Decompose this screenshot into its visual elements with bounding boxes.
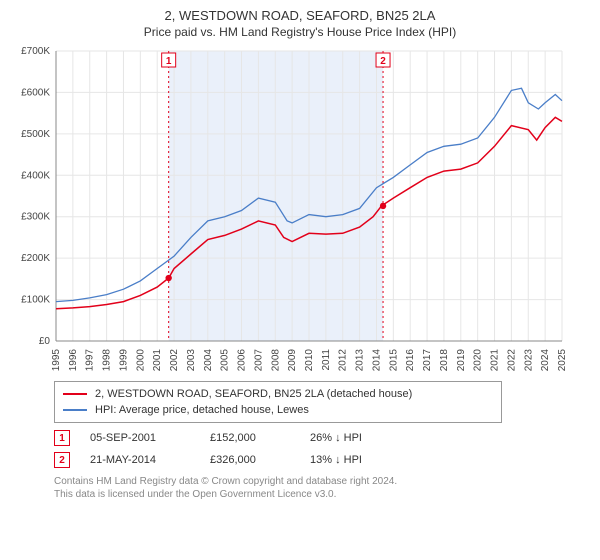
svg-text:£500K: £500K (21, 129, 50, 140)
svg-text:2005: 2005 (220, 349, 231, 372)
sale-date-1: 05-SEP-2001 (90, 432, 210, 444)
page-title: 2, WESTDOWN ROAD, SEAFORD, BN25 2LA (10, 8, 590, 23)
svg-text:2021: 2021 (490, 349, 501, 372)
svg-text:2010: 2010 (304, 349, 315, 372)
svg-text:£0: £0 (39, 336, 51, 347)
sale-price-1: £152,000 (210, 432, 310, 444)
footnote-line-1: Contains HM Land Registry data © Crown c… (54, 475, 590, 488)
svg-text:2008: 2008 (270, 349, 281, 372)
sale-row-2: 2 21-MAY-2014 £326,000 13% ↓ HPI (54, 449, 590, 471)
svg-text:£700K: £700K (21, 46, 50, 57)
page-subtitle: Price paid vs. HM Land Registry's House … (10, 25, 590, 39)
sale-marker-1: 1 (54, 430, 70, 446)
svg-text:1998: 1998 (102, 349, 113, 372)
sales-table: 1 05-SEP-2001 £152,000 26% ↓ HPI 2 21-MA… (54, 427, 590, 471)
svg-text:1996: 1996 (68, 349, 79, 372)
svg-text:2003: 2003 (186, 349, 197, 372)
svg-text:1: 1 (166, 56, 172, 67)
svg-text:£100K: £100K (21, 295, 50, 306)
sale-change-2: 13% ↓ HPI (310, 454, 430, 466)
legend-label-series2: HPI: Average price, detached house, Lewe… (95, 404, 309, 416)
price-chart: £0 £100K £200K £300K £400K £500K £600K £700K 199… (10, 45, 590, 375)
svg-text:2011: 2011 (321, 349, 332, 371)
legend-label-series1: 2, WESTDOWN ROAD, SEAFORD, BN25 2LA (det… (95, 388, 412, 400)
svg-text:2015: 2015 (388, 349, 399, 372)
footnote-line-2: This data is licensed under the Open Gov… (54, 488, 590, 501)
legend-swatch-series2 (63, 409, 87, 411)
svg-text:2001: 2001 (152, 349, 163, 372)
sale-date-2: 21-MAY-2014 (90, 454, 210, 466)
legend-row-1: 2, WESTDOWN ROAD, SEAFORD, BN25 2LA (det… (63, 386, 493, 402)
sale-row-1: 1 05-SEP-2001 £152,000 26% ↓ HPI (54, 427, 590, 449)
legend-row-2: HPI: Average price, detached house, Lewe… (63, 402, 493, 418)
svg-text:2004: 2004 (203, 349, 214, 372)
svg-text:2018: 2018 (439, 349, 450, 372)
svg-text:1999: 1999 (118, 349, 129, 372)
svg-text:2002: 2002 (169, 349, 180, 372)
svg-text:2013: 2013 (355, 349, 366, 372)
chart-svg: £0 £100K £200K £300K £400K £500K £600K £700K 199… (10, 45, 570, 375)
svg-text:2009: 2009 (287, 349, 298, 372)
svg-text:2020: 2020 (473, 349, 484, 372)
svg-text:2006: 2006 (237, 349, 248, 372)
svg-text:£200K: £200K (21, 253, 50, 264)
svg-text:£400K: £400K (21, 170, 50, 181)
svg-text:2: 2 (380, 56, 386, 67)
svg-text:2014: 2014 (371, 349, 382, 372)
sale-marker-2: 2 (54, 452, 70, 468)
svg-text:£600K: £600K (21, 87, 50, 98)
svg-text:2017: 2017 (422, 349, 433, 372)
legend-swatch-series1 (63, 393, 87, 395)
legend: 2, WESTDOWN ROAD, SEAFORD, BN25 2LA (det… (54, 381, 502, 423)
svg-text:2000: 2000 (135, 349, 146, 372)
svg-text:2024: 2024 (540, 349, 551, 372)
svg-text:2023: 2023 (523, 349, 534, 372)
svg-text:2016: 2016 (405, 349, 416, 372)
svg-text:2025: 2025 (557, 349, 568, 372)
svg-text:1997: 1997 (85, 349, 96, 372)
sale-change-1: 26% ↓ HPI (310, 432, 430, 444)
svg-text:2012: 2012 (338, 349, 349, 372)
svg-text:1995: 1995 (51, 349, 62, 372)
footnote: Contains HM Land Registry data © Crown c… (54, 475, 590, 501)
svg-text:2022: 2022 (506, 349, 517, 372)
sale-price-2: £326,000 (210, 454, 310, 466)
svg-text:£300K: £300K (21, 212, 50, 223)
svg-text:2007: 2007 (253, 349, 264, 372)
svg-text:2019: 2019 (456, 349, 467, 372)
